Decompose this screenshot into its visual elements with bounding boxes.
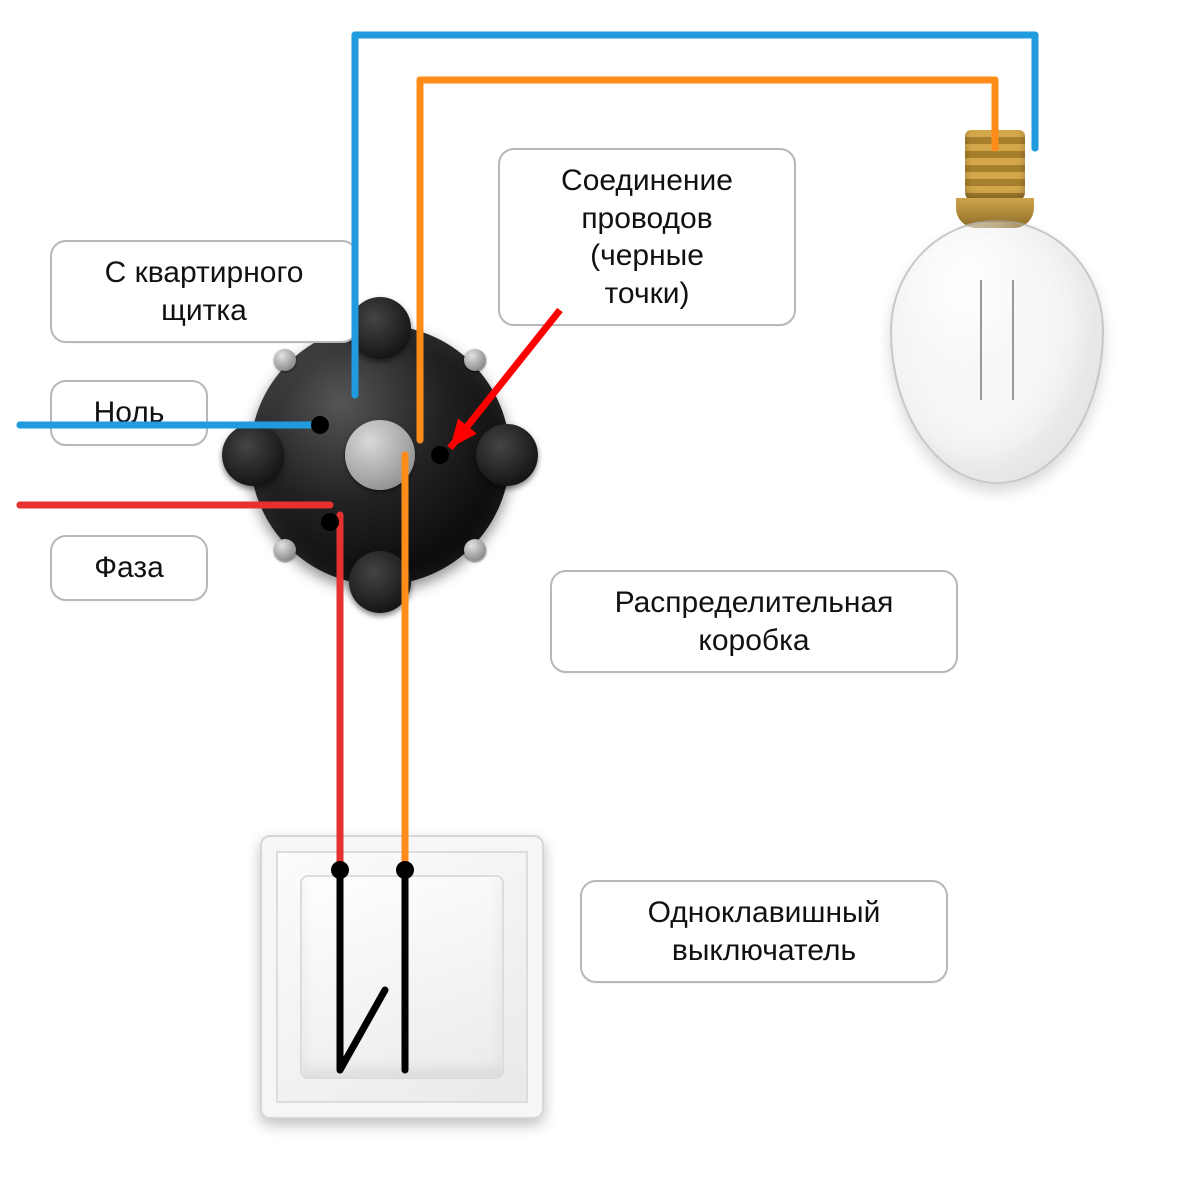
label-switch: Одноклавишный выключатель: [580, 880, 948, 983]
label-phase: Фаза: [50, 535, 208, 601]
junction-box-port-top: [349, 297, 411, 359]
junction-box-port-bottom: [349, 551, 411, 613]
light-bulb: [870, 130, 1120, 490]
wiring-diagram: С квартирного щитка Ноль Фаза Соединение…: [0, 0, 1193, 1200]
label-junction-box: Распределительная коробка: [550, 570, 958, 673]
junction-box-port-right: [476, 424, 538, 486]
label-neutral: Ноль: [50, 380, 208, 446]
screw-icon: [464, 349, 486, 371]
bulb-cap: [965, 130, 1025, 202]
screw-icon: [274, 539, 296, 561]
bulb-filament: [980, 280, 1014, 400]
wall-switch: [260, 835, 544, 1119]
junction-box: [250, 325, 510, 585]
screw-icon: [274, 349, 296, 371]
screw-icon: [464, 539, 486, 561]
junction-box-port-left: [222, 424, 284, 486]
wall-switch-key: [300, 875, 504, 1079]
label-from-panel: С квартирного щитка: [50, 240, 358, 343]
label-connection-dots: Соединение проводов (черные точки): [498, 148, 796, 326]
